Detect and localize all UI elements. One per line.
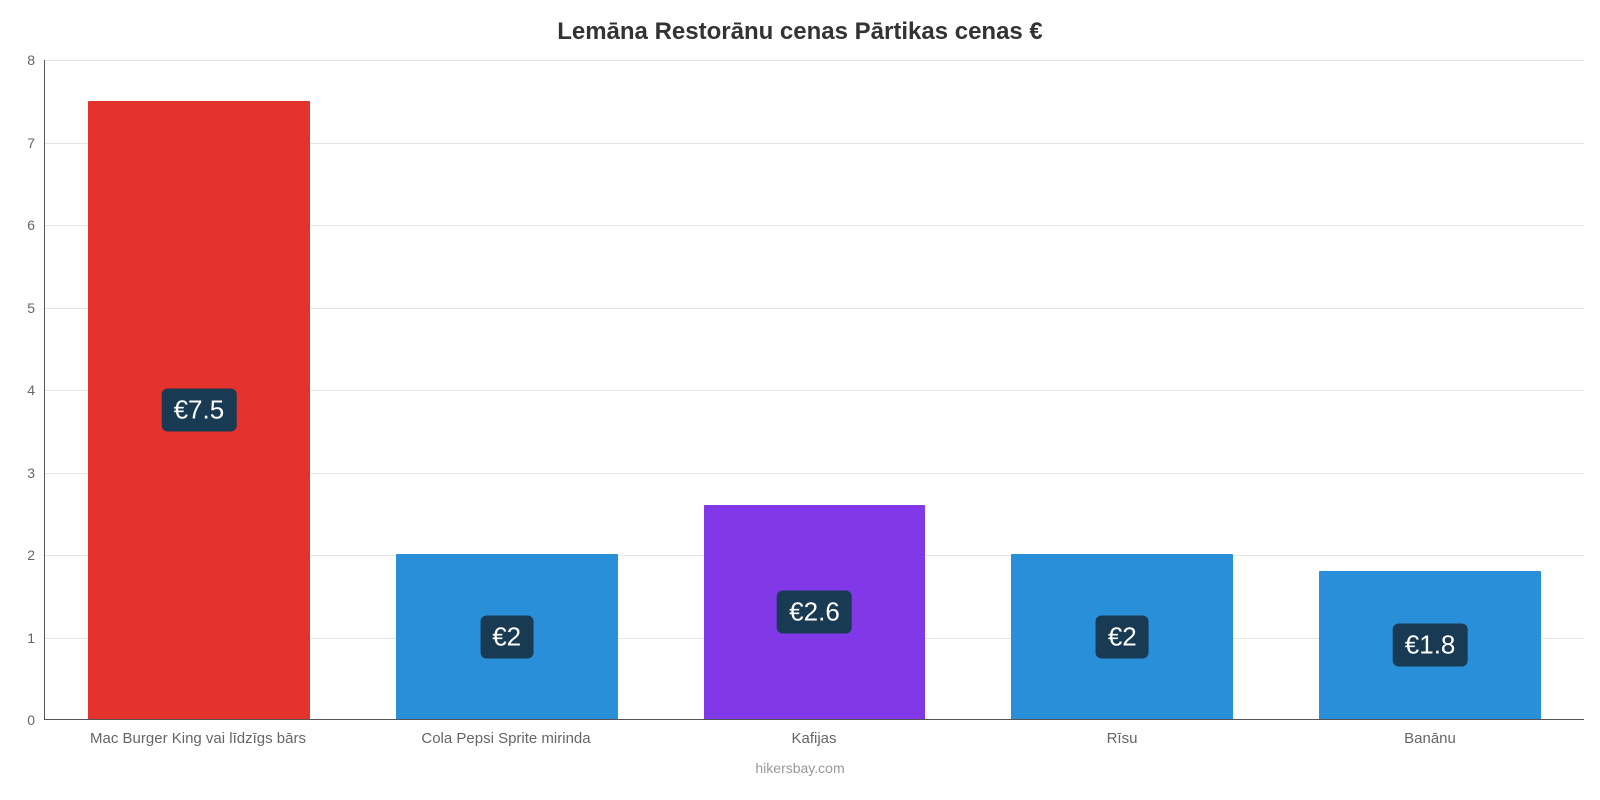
y-tick-label: 1 [27, 630, 45, 646]
y-tick-label: 0 [27, 712, 45, 728]
y-tick-label: 3 [27, 465, 45, 481]
bars-group: €7.5 €2 €2.6 €2 €1.8 [45, 60, 1584, 719]
bar-slot: €1.8 [1276, 60, 1584, 719]
bar-slot: €7.5 [45, 60, 353, 719]
bar: €2 [1011, 554, 1233, 719]
y-tick-label: 8 [27, 52, 45, 68]
x-axis-label: Banānu [1276, 730, 1584, 747]
bar: €1.8 [1319, 571, 1541, 719]
value-badge: €1.8 [1393, 623, 1468, 666]
bar: €2 [396, 554, 618, 719]
value-badge: €2.6 [777, 590, 852, 633]
bar: €2.6 [704, 505, 926, 719]
x-axis-label: Cola Pepsi Sprite mirinda [352, 730, 660, 747]
x-axis-label: Mac Burger King vai līdzīgs bārs [44, 730, 352, 747]
chart-container: Lemāna Restorānu cenas Pārtikas cenas € … [0, 0, 1600, 800]
y-tick-label: 5 [27, 300, 45, 316]
y-tick-label: 6 [27, 217, 45, 233]
x-axis-label: Rīsu [968, 730, 1276, 747]
bar-slot: €2 [968, 60, 1276, 719]
bar-slot: €2 [353, 60, 661, 719]
value-badge: €7.5 [162, 389, 237, 432]
watermark: hikersbay.com [0, 760, 1600, 776]
y-tick-label: 4 [27, 382, 45, 398]
chart-title: Lemāna Restorānu cenas Pārtikas cenas € [0, 18, 1600, 46]
bar: €7.5 [88, 101, 310, 719]
y-tick-label: 7 [27, 135, 45, 151]
bar-slot: €2.6 [661, 60, 969, 719]
value-badge: €2 [480, 615, 533, 658]
x-axis-labels: Mac Burger King vai līdzīgs bārsCola Pep… [44, 730, 1584, 747]
y-tick-label: 2 [27, 547, 45, 563]
plot-area: €7.5€2€2.6€2€1.8 012345678 [44, 60, 1584, 720]
value-badge: €2 [1096, 615, 1149, 658]
x-axis-label: Kafijas [660, 730, 968, 747]
